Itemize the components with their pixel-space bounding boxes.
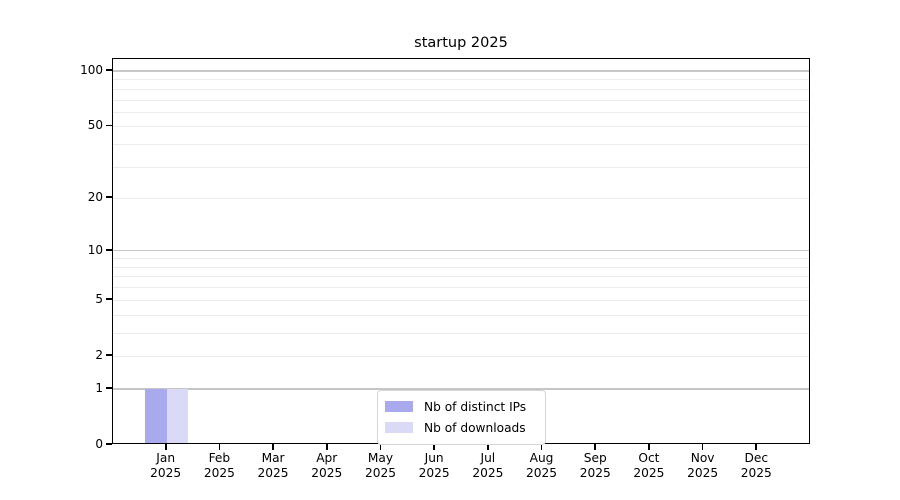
y-tick-label: 100 (80, 63, 103, 77)
y-axis-tick (105, 248, 112, 251)
x-tick-label: Aug 2025 (526, 451, 558, 480)
x-tick-label: Mar 2025 (257, 451, 289, 480)
y-axis-tick (105, 297, 112, 300)
gridline-minor (113, 332, 809, 334)
gridline-minor (113, 166, 809, 168)
x-axis-tick (701, 444, 704, 450)
x-axis-tick (433, 444, 435, 450)
x-axis-tick (164, 444, 167, 450)
legend-label-distinct-ips: Nb of distinct IPs (424, 399, 527, 414)
y-tick-label: 5 (95, 291, 103, 306)
x-tick-label: Oct 2025 (633, 451, 665, 480)
y-tick-label: 50 (87, 118, 103, 133)
x-tick-label: Sep 2025 (579, 451, 611, 480)
x-tick-label: Jan 2025 (150, 451, 182, 480)
y-axis-tick (105, 124, 112, 127)
legend-item-downloads: Nb of downloads (385, 417, 536, 438)
x-tick-label: Jul 2025 (472, 451, 504, 480)
gridline-minor (113, 126, 809, 128)
gridline-minor (113, 111, 809, 113)
x-tick-label: May 2025 (364, 451, 396, 480)
legend-swatch-distinct-ips (385, 401, 413, 412)
x-axis-tick (594, 444, 597, 450)
legend-item-distinct-ips: Nb of distinct IPs (385, 396, 536, 417)
bar-nb-of-downloads (166, 388, 188, 444)
gridline-major (113, 250, 809, 252)
gridline-minor (113, 99, 809, 101)
y-tick-label: 1 (95, 380, 103, 395)
x-tick-label: Dec 2025 (740, 451, 772, 480)
legend-label-downloads: Nb of downloads (424, 420, 526, 435)
x-axis-tick (755, 444, 758, 450)
gridline-minor (113, 287, 809, 289)
x-tick-label: Nov 2025 (687, 451, 719, 480)
gridline-minor (113, 355, 809, 357)
y-axis-tick (105, 354, 112, 356)
gridline-minor (113, 88, 809, 90)
y-axis-tick (105, 196, 112, 199)
y-axis-tick (105, 443, 112, 445)
x-axis-tick (540, 444, 543, 450)
chart-title: startup 2025 (414, 35, 508, 51)
gridline-minor (113, 258, 809, 260)
gridline-minor (113, 266, 809, 268)
x-axis-tick (648, 444, 650, 450)
plot-area (112, 58, 810, 444)
x-axis-tick (325, 444, 328, 450)
gridline-minor (113, 299, 809, 301)
legend-swatch-downloads (385, 422, 413, 433)
y-tick-label: 10 (87, 242, 103, 257)
gridline-minor (113, 276, 809, 278)
gridline-minor (113, 79, 809, 81)
legend: Nb of distinct IPs Nb of downloads (377, 390, 546, 445)
gridline-minor (113, 144, 809, 146)
x-axis-tick (486, 444, 489, 450)
x-tick-label: Jun 2025 (418, 451, 450, 480)
y-tick-label: 2 (95, 347, 103, 362)
gridline-minor (113, 198, 809, 200)
y-tick-label: 20 (87, 190, 103, 205)
y-axis-tick (105, 386, 112, 389)
x-axis-tick (379, 444, 382, 450)
gridline-minor (113, 314, 809, 316)
y-tick-label: 0 (95, 437, 103, 451)
x-tick-label: Feb 2025 (203, 451, 235, 480)
gridline-major (113, 70, 809, 72)
x-axis-tick (272, 444, 274, 450)
y-axis-tick (105, 69, 112, 71)
bar-nb-of-distinct-ips (145, 388, 167, 444)
x-tick-label: Apr 2025 (311, 451, 343, 480)
x-axis-tick (218, 444, 221, 450)
